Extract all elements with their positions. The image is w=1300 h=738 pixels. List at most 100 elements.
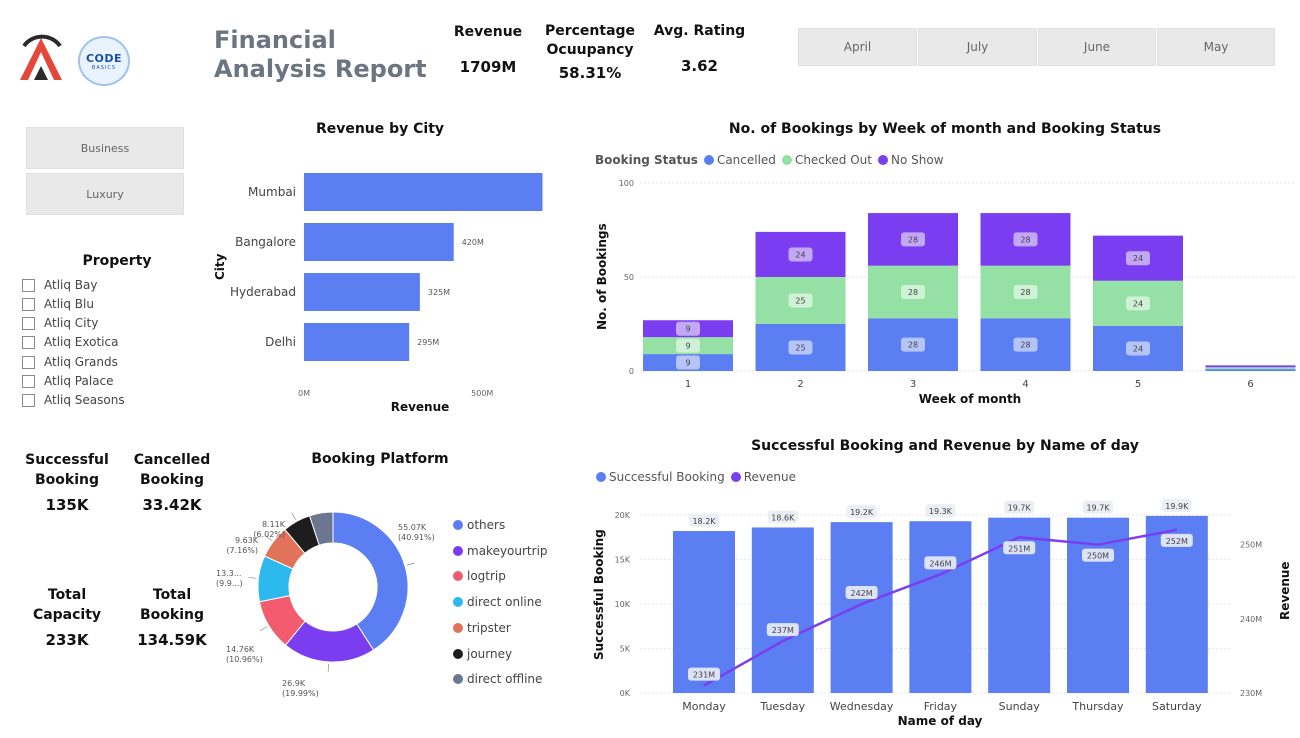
legend-successful-booking: Successful Booking: [609, 470, 725, 484]
weekly-y-tick: 0: [629, 367, 634, 376]
booking-platform-chart: 55.07K (40.91%) 26.9K (19.99%) 14.76K (10.96%…: [216, 511, 435, 698]
legend-dot: [453, 648, 463, 659]
daily-chart-ylabel: Successful Booking: [592, 529, 606, 660]
legend-cancelled: Cancelled: [716, 153, 776, 167]
legend-no-show: No Show: [891, 153, 944, 167]
daily-line-label: 237M: [772, 626, 794, 635]
daily-bar-monday: [673, 531, 735, 693]
weekly-x-tick: 2: [797, 379, 803, 390]
daily-bar-label: 19.9K: [1165, 502, 1189, 511]
legend-label: direct online: [467, 595, 542, 610]
daily-y-tick: 5K: [620, 645, 631, 654]
month-button-april[interactable]: April: [798, 28, 917, 66]
platform-legend-item-direct-online[interactable]: direct online: [453, 595, 542, 609]
weekly-label-box: [901, 232, 925, 247]
checkbox[interactable]: [22, 393, 35, 407]
weekly-label-box: [788, 293, 813, 308]
property-item-atliq-palace[interactable]: Atliq Palace: [22, 372, 114, 390]
checkbox[interactable]: [22, 297, 35, 311]
daily-y-tick: 20K: [615, 511, 631, 520]
city-bar-mumbai: [304, 173, 543, 211]
month-button-may[interactable]: May: [1157, 28, 1275, 66]
weekly-chart-xlabel: Week of month: [918, 392, 1022, 406]
checkbox[interactable]: [22, 335, 35, 349]
platform-chart-title: Booking Platform: [311, 451, 449, 467]
checkbox[interactable]: [22, 374, 35, 388]
legend-revenue: Revenue: [743, 470, 796, 484]
platform-data-label: 8.11K (6.02%): [253, 520, 285, 539]
revenue-by-city-chart: Mumbai669MBangalore420MHyderabad325MDelh…: [230, 173, 543, 398]
weekly-label-box: [676, 321, 700, 336]
weekly-data-label: 28: [908, 341, 918, 350]
daily-x-tick: Tuesday: [759, 700, 805, 713]
daily-revenue-line: [703, 528, 1178, 687]
kpi-total-capacity: Total Capacity 233K: [32, 587, 102, 649]
daily-x-tick: Wednesday: [830, 700, 894, 713]
platform-legend-item-direct-offline[interactable]: direct offline: [453, 672, 542, 686]
property-item-atliq-bay[interactable]: Atliq Bay: [22, 276, 98, 294]
city-data-label: 420M: [462, 238, 484, 247]
kpi-occupancy: Percentage Ocuupancy 58.31%: [544, 23, 636, 82]
weekly-label-box: [1126, 296, 1150, 311]
city-x-tick: 0M: [298, 389, 310, 398]
daily-y-tick: 15K: [615, 556, 631, 565]
weekly-data-label: 24: [1133, 299, 1143, 308]
platform-legend-item-logtrip[interactable]: logtrip: [453, 569, 506, 583]
kpi-revenue: Revenue 1709M: [453, 24, 523, 76]
legend-dot: [453, 674, 463, 685]
weekly-label-box: [1013, 232, 1038, 247]
platform-data-label: 13.3... (9.9...): [216, 569, 243, 588]
month-button-june[interactable]: June: [1038, 28, 1156, 66]
daily-y-tick: 10K: [615, 600, 631, 609]
platform-legend-item-tripster[interactable]: tripster: [453, 621, 511, 635]
city-category-label: Bangalore: [235, 235, 296, 249]
platform-data-label: 14.76K (10.96%): [226, 645, 263, 664]
weekly-x-tick: 6: [1247, 379, 1253, 390]
legend-dot-successful-booking: [596, 472, 606, 482]
weekly-x-tick: 3: [910, 379, 916, 390]
property-item-atliq-blu[interactable]: Atliq Blu: [22, 295, 94, 313]
weekly-data-label: 24: [1133, 344, 1143, 353]
room-class-luxury-button[interactable]: Luxury: [26, 173, 184, 215]
kpi-rating: Avg. Rating 3.62: [653, 23, 746, 75]
weekly-data-label: 28: [1020, 341, 1030, 350]
city-category-label: Hyderabad: [230, 285, 296, 299]
platform-leader-line: [248, 576, 257, 579]
daily-bar-label: 18.6K: [771, 513, 795, 522]
legend-dot: [453, 622, 463, 633]
daily-bar-label-box: [846, 505, 877, 519]
platform-data-label: 55.07K (40.91%): [398, 523, 435, 542]
weekly-data-label: 28: [1020, 235, 1030, 244]
checkbox[interactable]: [22, 355, 35, 369]
city-bar-delhi: [304, 323, 410, 361]
daily-x-tick: Sunday: [999, 700, 1041, 713]
daily-booking-revenue-chart: 0K 5K 10K 15K 20K 230M 240M 250M 18.2K Monday 18.6…: [615, 498, 1262, 713]
checkbox[interactable]: [22, 316, 35, 330]
daily-chart-y2label: Revenue: [1278, 561, 1292, 620]
daily-line-label-box: [924, 556, 957, 570]
platform-legend-item-journey[interactable]: journey: [453, 647, 512, 661]
platform-legend-item-makeyourtrip[interactable]: makeyourtrip: [453, 544, 548, 558]
legend-dot: [453, 597, 463, 608]
weekly-data-label: 9: [685, 342, 690, 351]
daily-bar-label-box: [1004, 500, 1035, 514]
property-item-atliq-exotica[interactable]: Atliq Exotica: [22, 333, 118, 351]
weekly-label-box: [788, 340, 813, 355]
city-bar-bangalore: [304, 223, 454, 261]
property-item-atliq-seasons[interactable]: Atliq Seasons: [22, 391, 125, 409]
room-class-business-button[interactable]: Business: [26, 127, 184, 169]
daily-chart-legend: Successful Booking Revenue: [590, 470, 796, 484]
month-button-july[interactable]: July: [918, 28, 1037, 66]
daily-bar-label: 19.3K: [929, 507, 953, 516]
weekly-chart-legend: Booking Status Cancelled Checked Out No …: [595, 153, 944, 167]
city-bar-hyderabad: [304, 273, 420, 311]
property-item-atliq-city[interactable]: Atliq City: [22, 314, 98, 332]
platform-legend-item-others[interactable]: others: [453, 518, 505, 532]
property-item-atliq-grands[interactable]: Atliq Grands: [22, 353, 118, 371]
daily-line-label: 242M: [851, 589, 873, 598]
checkbox[interactable]: [22, 278, 35, 292]
page-title: Financial Analysis Report: [214, 26, 427, 83]
legend-dot-cancelled: [703, 155, 714, 165]
weekly-x-tick: 4: [1022, 379, 1028, 390]
legend-label: tripster: [467, 620, 511, 635]
